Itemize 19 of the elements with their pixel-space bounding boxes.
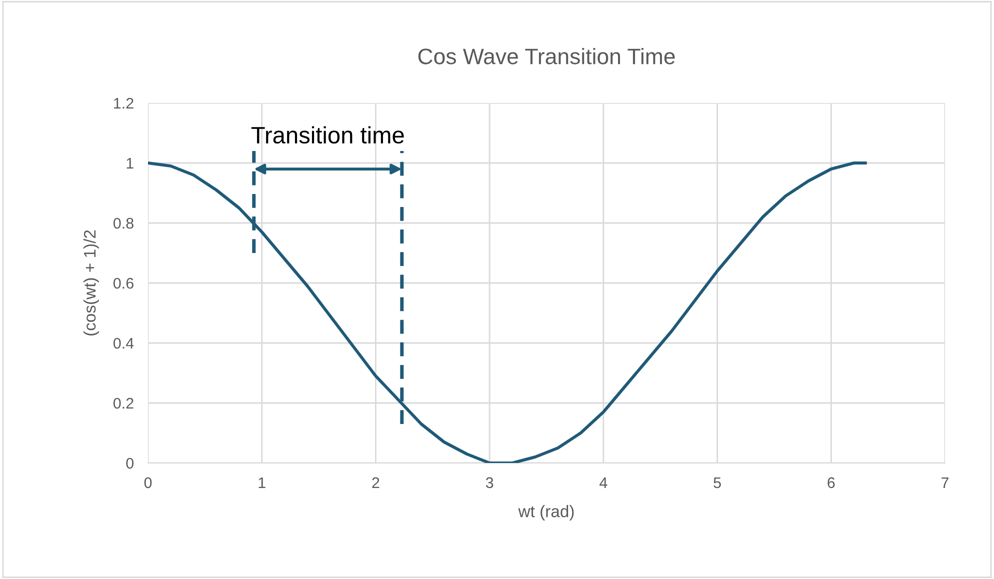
x-tick-label: 3 [486, 477, 494, 488]
annotation: Transition time [251, 126, 404, 144]
y-tick-label: 1.2 [114, 98, 134, 109]
x-tick-label: 4 [600, 477, 608, 488]
x-tick-label: 1 [258, 477, 266, 488]
x-tick-label: 6 [828, 477, 835, 488]
chart-title: Cos Wave Transition Time [418, 48, 675, 64]
y-tick-label: 0.8 [113, 218, 134, 229]
x-tick-label: 5 [714, 477, 721, 488]
y-tick-label: 0.2 [113, 398, 134, 409]
x-tick-label: 2 [372, 477, 380, 488]
y-tick-label: 0 [126, 458, 134, 469]
x-axis-title: wt (rad) [518, 505, 574, 521]
x-tick-label: 7 [942, 477, 948, 488]
y-tick-label: 1 [126, 158, 134, 169]
x-tick-label: 0 [144, 477, 152, 488]
y-axis-title: (cos(wt) + 1)/2 [83, 230, 99, 336]
y-tick-label: 0.4 [113, 338, 134, 349]
y-tick-label: 0.6 [113, 278, 134, 289]
